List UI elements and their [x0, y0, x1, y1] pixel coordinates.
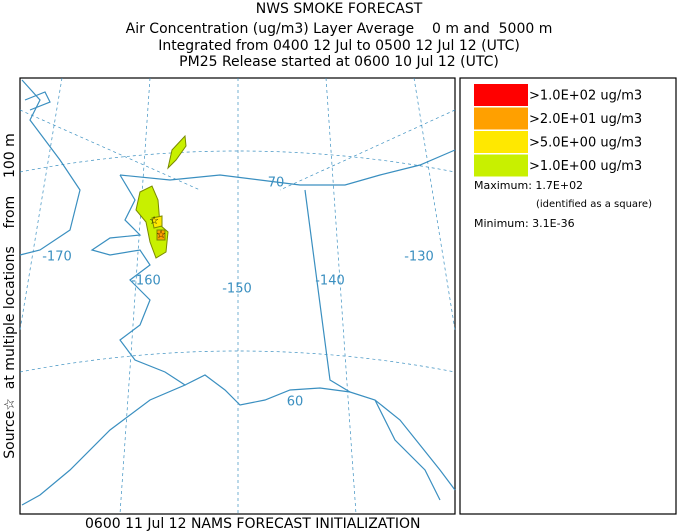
subtitle: Integrated from 0400 12 Jul to 0500 12 J…: [158, 38, 520, 54]
smoke-core: [156, 229, 166, 241]
coast: [24, 91, 51, 111]
coast: [19, 79, 81, 256]
legend-label: >1.0E+00 ug/m3: [529, 159, 642, 174]
source-marker: ☆: [149, 214, 159, 227]
map-label: -160: [131, 274, 161, 289]
parallel: [19, 350, 456, 373]
graticule: [19, 77, 456, 515]
coast: [119, 149, 456, 186]
meridian: [325, 77, 357, 515]
title: NWS SMOKE FORECAST: [256, 1, 423, 17]
parallel: [19, 150, 456, 173]
map-label: -130: [404, 250, 434, 265]
legend-note: (identified as a square): [536, 199, 652, 210]
map-label: 70: [268, 176, 285, 191]
meridian: [413, 77, 456, 331]
map-label: -150: [222, 282, 252, 297]
border: [374, 399, 441, 501]
legend-swatch: [474, 131, 528, 153]
smoke: ☆ ☆: [135, 134, 187, 259]
side-label: Source☆ at multiple locations from 100 m: [2, 133, 18, 459]
subtitle: Air Concentration (ug/m3) Layer Average …: [126, 21, 553, 37]
legend-label: >2.0E+01 ug/m3: [529, 112, 642, 127]
source-marker: ☆: [156, 228, 166, 241]
map-label: 60: [287, 395, 304, 410]
coastline: [19, 79, 456, 506]
meridian: [19, 77, 63, 331]
meridian: [119, 77, 151, 515]
legend-swatch: [474, 154, 528, 177]
footer: 0600 11 Jul 12 NAMS FORECAST INITIALIZAT…: [85, 516, 420, 532]
legend-label: >1.0E+02 ug/m3: [529, 89, 642, 104]
map-label: -170: [42, 250, 72, 265]
meridian: [279, 109, 456, 191]
coast: [21, 174, 187, 506]
legend-swatch: [474, 107, 528, 130]
map-label: -140: [315, 274, 345, 289]
border: [304, 189, 351, 393]
smoke-plume: [167, 134, 187, 170]
legend-maximum: Maximum: 1.7E+02: [474, 179, 583, 192]
subtitle: PM25 Release started at 0600 10 Jul 12 (…: [179, 54, 499, 70]
smoke-core: [151, 215, 163, 229]
legend-swatch: [474, 84, 528, 106]
map: ☆ ☆ 70 -170 -160 -150 -140 -130 60: [19, 77, 456, 515]
legend: Maximum: 1.7E+02 (identified as a square…: [459, 77, 677, 515]
legend-label: >5.0E+00 ug/m3: [529, 136, 642, 151]
legend-minimum: Minimum: 3.1E-36: [474, 217, 575, 230]
coast: [184, 374, 456, 491]
meridian: [19, 109, 201, 191]
